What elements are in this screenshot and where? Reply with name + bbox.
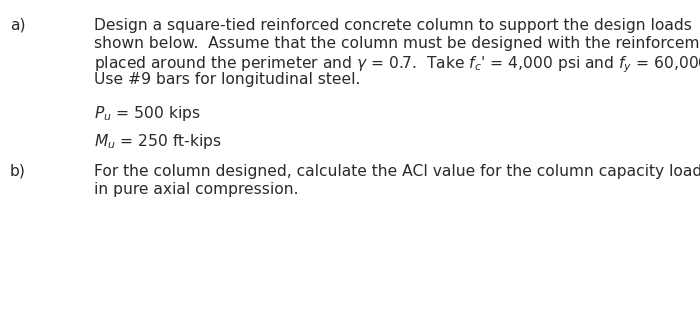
Text: Use #9 bars for longitudinal steel.: Use #9 bars for longitudinal steel. bbox=[94, 72, 361, 87]
Text: $M_u$ = 250 ft-kips: $M_u$ = 250 ft-kips bbox=[94, 132, 222, 151]
Text: $P_u$ = 500 kips: $P_u$ = 500 kips bbox=[94, 104, 201, 123]
Text: For the column designed, calculate the ACI value for the column capacity loaded: For the column designed, calculate the A… bbox=[94, 164, 700, 179]
Text: in pure axial compression.: in pure axial compression. bbox=[94, 182, 299, 197]
Text: placed around the perimeter and $\gamma$ = 0.7.  Take $f_c$' = 4,000 psi and $f_: placed around the perimeter and $\gamma$… bbox=[94, 54, 700, 74]
Text: b): b) bbox=[10, 164, 26, 179]
Text: a): a) bbox=[10, 18, 25, 33]
Text: shown below.  Assume that the column must be designed with the reinforcement: shown below. Assume that the column must… bbox=[94, 36, 700, 51]
Text: Design a square-tied reinforced concrete column to support the design loads: Design a square-tied reinforced concrete… bbox=[94, 18, 692, 33]
